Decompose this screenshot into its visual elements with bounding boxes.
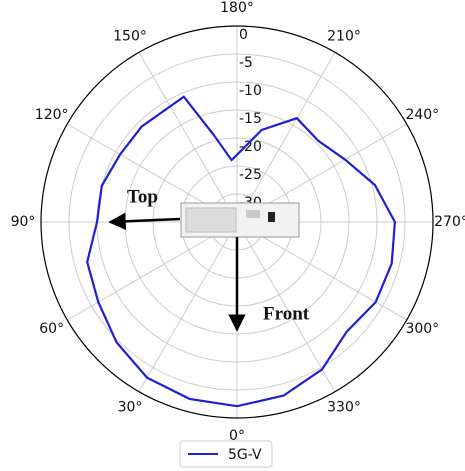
theta-tick-label: 30°: [118, 399, 143, 415]
legend-label: 5G-V: [228, 447, 262, 463]
theta-tick-label: 0°: [229, 428, 245, 444]
theta-tick-label: 270°: [434, 214, 465, 230]
r-tick-label: 0: [239, 27, 248, 43]
theta-tick-label: 180°: [220, 0, 254, 16]
theta-tick-label: 240°: [405, 107, 439, 123]
theta-tick-label: 300°: [405, 321, 439, 337]
spoke: [138, 52, 238, 223]
annotation: Top: [127, 186, 158, 207]
grid-ring: [68, 53, 406, 391]
theta-tick-label: 90°: [11, 214, 36, 230]
spoke: [67, 221, 238, 321]
theta-tick-label: 210°: [327, 29, 361, 45]
theta-tick-label: 150°: [113, 29, 147, 45]
r-tick-label: -20: [239, 139, 262, 155]
r-tick-label: -25: [239, 167, 262, 183]
theta-tick-label: 60°: [39, 321, 64, 337]
r-tick-label: -5: [239, 55, 253, 71]
r-tick-label: -10: [239, 83, 262, 99]
spoke: [236, 52, 336, 223]
outer-ring: [40, 25, 434, 419]
theta-tick-label: 330°: [327, 399, 361, 415]
device: [180, 202, 300, 238]
legend: 5G-V: [179, 440, 273, 468]
spoke: [236, 221, 336, 392]
spoke: [138, 221, 238, 392]
annotation: Front: [263, 303, 310, 324]
series-line: [86, 95, 397, 408]
spoke: [236, 221, 407, 321]
r-tick-label: -15: [239, 111, 262, 127]
arrow: [108, 212, 181, 231]
theta-tick-label: 120°: [35, 107, 69, 123]
